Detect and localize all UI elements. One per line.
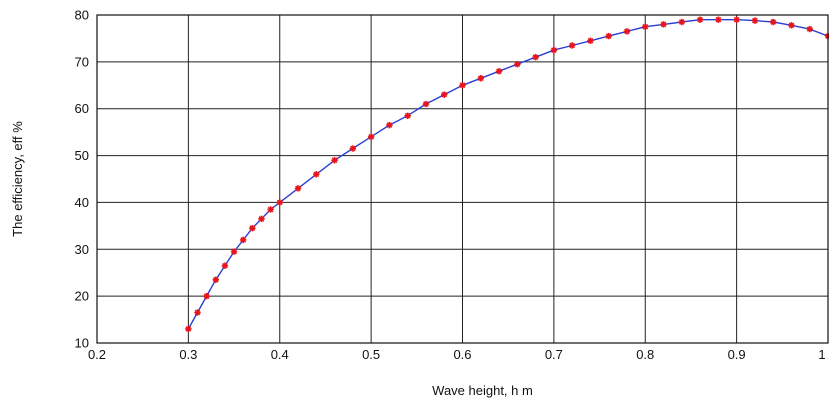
x-tick-label: 0.3 — [179, 347, 197, 362]
data-point — [477, 75, 484, 82]
data-point — [623, 28, 631, 35]
series-efficiency — [185, 16, 829, 333]
y-tick-label: 50 — [75, 148, 89, 163]
y-tick-label: 40 — [75, 195, 89, 210]
x-tick-label: 0.8 — [636, 347, 654, 362]
data-point — [276, 199, 283, 206]
x-tick-label: 0.6 — [453, 347, 471, 362]
y-tick-label: 60 — [75, 101, 89, 116]
data-point — [386, 121, 393, 129]
x-tick-labels: 0.2 0.3 0.4 0.5 0.6 0.7 0.8 0.9 1 — [88, 347, 826, 362]
data-point — [587, 37, 594, 44]
data-point — [212, 276, 219, 283]
x-tick-label: 0.2 — [88, 347, 106, 362]
data-point — [459, 82, 466, 89]
data-point — [788, 22, 795, 29]
data-point — [751, 17, 759, 24]
data-point — [258, 215, 265, 223]
x-axis-label: Wave height, h m — [432, 383, 533, 398]
data-point — [660, 21, 667, 28]
data-point — [249, 225, 256, 232]
x-tick-label: 0.7 — [545, 347, 563, 362]
data-point — [715, 16, 722, 23]
data-point — [532, 53, 539, 61]
y-tick-label: 20 — [75, 289, 89, 304]
data-point — [349, 145, 357, 152]
data-point — [769, 18, 777, 26]
data-point — [221, 262, 229, 269]
y-axis-label: The efficiency, eff % — [10, 121, 25, 237]
data-point — [313, 171, 320, 178]
data-point — [733, 16, 740, 23]
data-point — [514, 61, 521, 68]
data-point — [806, 25, 813, 33]
y-tick-label: 70 — [75, 54, 89, 69]
data-point — [605, 32, 612, 40]
data-point — [294, 185, 302, 192]
series-line — [187, 19, 829, 330]
data-point — [568, 42, 576, 49]
data-point — [441, 91, 448, 98]
data-point — [185, 325, 192, 333]
plot-frame — [96, 14, 829, 344]
data-point — [642, 23, 649, 30]
data-point — [678, 18, 685, 26]
y-tick-label: 10 — [75, 336, 89, 351]
x-tick-label: 0.5 — [362, 347, 380, 362]
data-point — [331, 157, 338, 164]
data-point — [696, 16, 704, 23]
data-point — [230, 248, 238, 255]
data-point — [240, 236, 247, 244]
y-tick-labels: 10 20 30 40 50 60 70 80 — [75, 8, 89, 351]
data-point — [404, 112, 411, 119]
x-tick-label: 1 — [818, 347, 825, 362]
data-point — [495, 68, 503, 75]
data-point — [194, 309, 201, 316]
data-point — [550, 46, 558, 54]
y-tick-label: 80 — [75, 8, 89, 23]
y-tick-label: 30 — [75, 242, 89, 257]
x-tick-label: 0.4 — [271, 347, 289, 362]
x-tick-label: 0.9 — [728, 347, 746, 362]
data-point — [267, 206, 274, 213]
data-point — [422, 100, 430, 108]
data-point — [203, 292, 210, 300]
data-point — [367, 133, 375, 141]
